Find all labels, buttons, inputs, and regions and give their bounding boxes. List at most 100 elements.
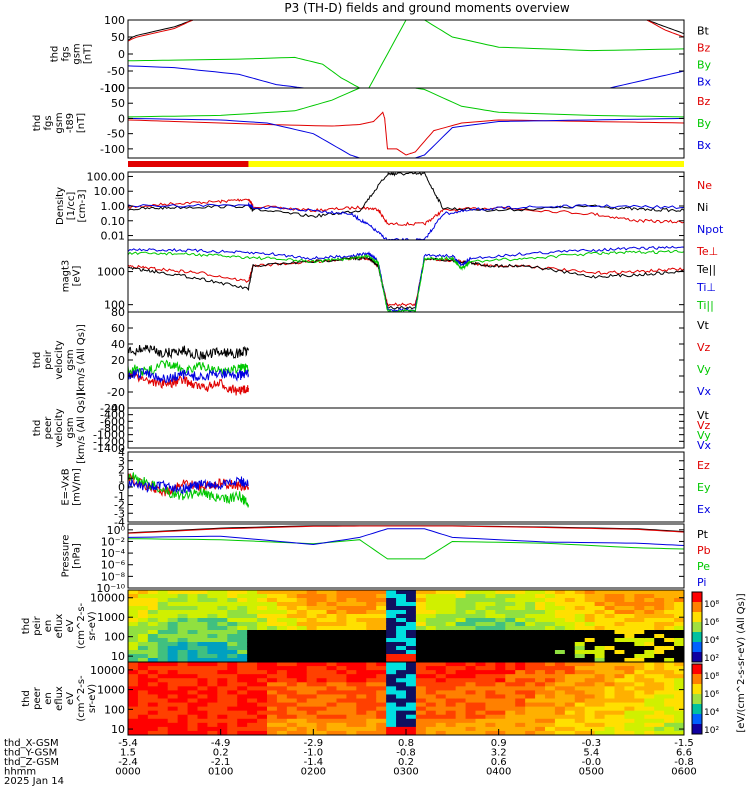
spectrogram-cell (137, 590, 149, 595)
spectrogram-cell (296, 634, 308, 639)
spectrogram-cell (267, 594, 278, 599)
spectrogram-cell (505, 690, 516, 695)
spectrogram-cell (346, 730, 357, 735)
spectrogram-cell (267, 686, 278, 691)
spectrogram-cell (644, 694, 655, 699)
spectrogram-cell (425, 622, 437, 627)
spectrogram-cell (157, 626, 169, 631)
spectrogram-cell (425, 630, 437, 635)
spectrogram-cell (376, 678, 387, 683)
spectrogram-cell (227, 662, 238, 667)
y-label-line: thd (32, 420, 43, 437)
spectrogram-cell (167, 694, 179, 699)
spectrogram-cell (624, 590, 635, 595)
spectrogram-cell (674, 702, 684, 708)
spectrogram-cell (554, 634, 566, 639)
spectrogram-cell (525, 730, 536, 735)
spectrogram-cell (396, 722, 407, 728)
spectrogram-cell (386, 706, 397, 712)
spectrogram-cell (515, 658, 526, 662)
spectrogram-cell (306, 630, 318, 635)
spectrogram-cell (455, 726, 467, 732)
spectrogram-cell (237, 610, 248, 615)
spectrogram-cell (654, 658, 665, 662)
spectrogram-cell (326, 638, 337, 643)
spectrogram-cell (634, 650, 645, 655)
spectrogram-cell (455, 598, 467, 603)
spectrogram-cell (137, 626, 149, 631)
spectrogram-cell (644, 722, 655, 728)
y-label-line: sr-eV) (87, 611, 98, 640)
spectrogram-cell (594, 650, 606, 655)
spectrogram-cell (535, 638, 546, 643)
spectrogram-cell (247, 658, 258, 662)
spectrogram-cell (554, 686, 566, 691)
spectrogram-cell (187, 606, 198, 611)
spectrogram-cell (644, 654, 655, 659)
spectrogram-cell (177, 610, 189, 615)
spectrogram-cell (128, 658, 139, 662)
spectrogram-cell (366, 682, 377, 687)
spectrogram-cell (396, 646, 407, 651)
spectrogram-cell (664, 602, 675, 607)
spectrogram-cell (207, 642, 218, 647)
spectrogram-cell (634, 646, 645, 651)
spectrogram-cell (435, 602, 447, 607)
spectrogram-cell (257, 610, 268, 615)
spectrogram-cell (624, 630, 635, 635)
spectrogram-cell (445, 666, 457, 671)
spectrogram-cell (257, 630, 268, 635)
spectrogram-cell (177, 718, 189, 724)
spectrogram-cell (197, 638, 208, 643)
spectrogram-cell (366, 678, 377, 683)
spectrogram-cell (257, 622, 268, 627)
spectrogram-cell (316, 638, 328, 643)
spectrogram-cell (316, 698, 328, 704)
spectrogram-cell (535, 678, 546, 683)
spectrogram-cell (128, 702, 139, 708)
spectrogram-cell (167, 614, 179, 619)
spectrogram-cell (356, 598, 367, 603)
spectrogram-cell (584, 658, 596, 662)
y-label-line: thd (50, 46, 61, 63)
spectrogram-cell (654, 706, 665, 712)
spectrogram-cell (247, 650, 258, 655)
spectrogram-cell (644, 666, 655, 671)
spectrogram-cell (316, 590, 328, 595)
spectrogram-cell (137, 630, 149, 635)
spectrogram-cell (286, 634, 298, 639)
spectrogram-cell (296, 590, 308, 595)
spectrogram-cell (535, 626, 546, 631)
spectrogram-cell (614, 730, 625, 735)
spectrogram-cell (247, 710, 258, 716)
spectrogram-cell (535, 690, 546, 695)
y-tick-label: -1400 (93, 442, 125, 455)
spectrogram-cell (386, 722, 397, 728)
spectrogram-cell (137, 666, 149, 671)
spectrogram-cell (267, 702, 278, 708)
spectrogram-cell (545, 722, 556, 728)
spectrogram-cell (465, 618, 476, 623)
spectrogram-cell (326, 674, 337, 679)
colorbar-frame (691, 591, 703, 663)
spectrogram-cell (674, 718, 684, 724)
spectrogram-cell (584, 714, 596, 720)
spectrogram-cell (614, 702, 625, 708)
spectrogram-cell (515, 598, 526, 603)
spectrogram-cell (396, 690, 407, 695)
spectrogram-cell (306, 710, 318, 716)
spectrogram-cell (654, 690, 665, 695)
spectrogram-cell (237, 650, 248, 655)
y-tick-label: -20 (107, 386, 125, 399)
spectrogram-cell (187, 602, 198, 607)
spectrogram-cell (187, 634, 198, 639)
spectrogram-cell (267, 614, 278, 619)
y-tick-label: 100 (104, 82, 125, 95)
spectrogram-cell (674, 646, 684, 651)
spectrogram-cell (525, 622, 536, 627)
y-tick-label: 1000 (97, 266, 125, 279)
spectrogram-cell (396, 694, 407, 699)
spectrogram-cell (316, 602, 328, 607)
spectrogram-cell (157, 686, 169, 691)
spectrogram-cell (415, 646, 427, 651)
